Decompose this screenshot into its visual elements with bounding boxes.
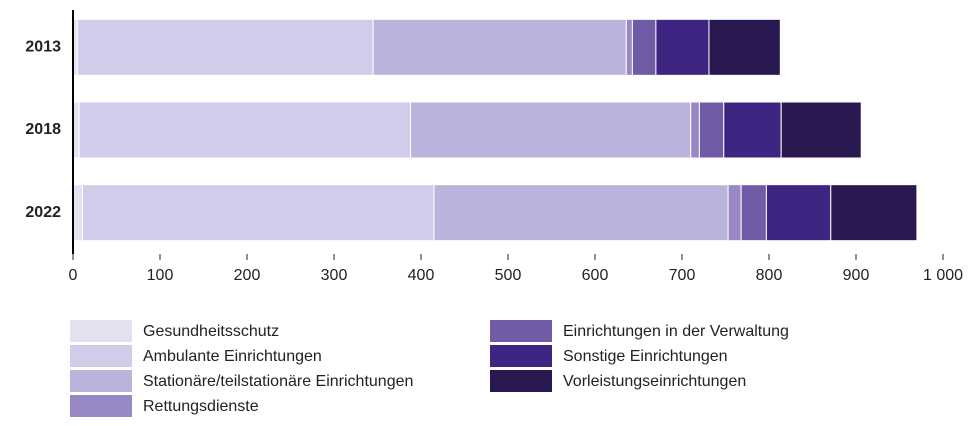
x-tick-label: 300 (321, 267, 348, 284)
bar-segment (690, 101, 700, 159)
x-tick-label: 200 (234, 267, 261, 284)
legend-label: Vorleistungseinrichtungen (563, 373, 746, 390)
bar-segment (372, 18, 627, 76)
bar-segment (740, 184, 767, 242)
legend-swatch (490, 320, 552, 342)
bar-segment (655, 18, 710, 76)
x-tick-label: 0 (69, 267, 78, 284)
legend-label: Rettungsdienste (143, 398, 259, 415)
x-tick-label: 100 (147, 267, 174, 284)
y-tick-label: 2018 (25, 121, 61, 138)
bar-segment (78, 101, 412, 159)
y-tick-label: 2013 (25, 39, 61, 56)
bar-segment (727, 184, 742, 242)
legend-swatch (490, 345, 552, 367)
bar-segment (410, 101, 692, 159)
legend-swatch (70, 320, 132, 342)
legend-swatch (70, 370, 132, 392)
legend-swatch (70, 395, 132, 417)
x-tick-label: 800 (756, 267, 783, 284)
x-tick-label: 500 (495, 267, 522, 284)
bar-segment (82, 184, 435, 242)
legend-swatch (490, 370, 552, 392)
bar-segment (698, 101, 725, 159)
x-tick-label: 400 (408, 267, 435, 284)
legend-swatch (70, 345, 132, 367)
bar-segment (708, 18, 781, 76)
bar-segment (631, 18, 657, 76)
bar-segment (76, 18, 374, 76)
legend-label: Stationäre/teilstationäre Einrichtungen (143, 373, 413, 390)
x-tick-label: 900 (843, 267, 870, 284)
bar-segment (830, 184, 918, 242)
legend-label: Ambulante Einrichtungen (143, 348, 322, 365)
legend-label: Sonstige Einrichtungen (563, 348, 728, 365)
bar-segment (72, 184, 84, 242)
bar-segment (625, 18, 633, 76)
bar-segment (723, 101, 782, 159)
x-tick-label: 600 (582, 267, 609, 284)
bar-segment (780, 101, 862, 159)
x-tick-label: 700 (669, 267, 696, 284)
bar-segment (433, 184, 729, 242)
bar-segment (765, 184, 832, 242)
x-tick-label: 1 000 (923, 267, 963, 284)
legend-label: Einrichtungen in der Verwaltung (563, 323, 789, 340)
legend-label: Gesundheitsschutz (143, 323, 279, 340)
y-tick-label: 2022 (25, 204, 61, 221)
